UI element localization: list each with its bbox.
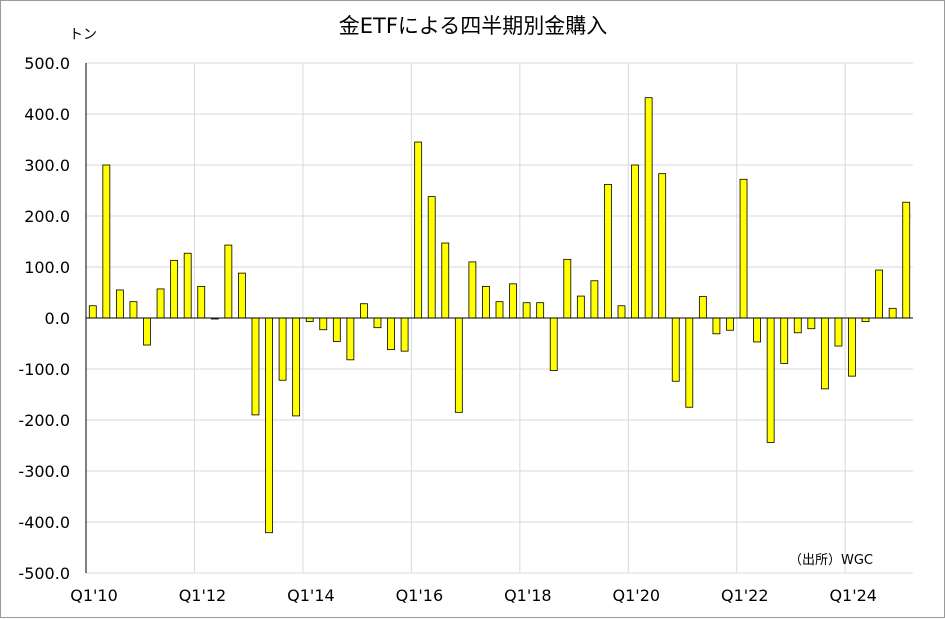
bar <box>441 242 450 319</box>
y-unit-label: トン <box>69 27 97 43</box>
bar <box>346 317 355 361</box>
bar <box>807 317 816 330</box>
bar <box>698 296 707 319</box>
bar <box>129 301 138 319</box>
bar <box>793 317 802 334</box>
bar <box>604 183 612 319</box>
bar <box>848 317 856 377</box>
bar <box>712 317 721 335</box>
x-tick-label: Q1'24 <box>829 586 877 605</box>
bar <box>753 317 761 343</box>
x-tick-label: Q1'18 <box>504 586 552 605</box>
bar <box>292 317 301 417</box>
bar <box>251 317 260 416</box>
y-tick-label: -500.0 <box>18 564 70 583</box>
bar <box>170 259 179 319</box>
bar <box>305 317 314 322</box>
bar <box>644 97 653 319</box>
bar <box>902 201 911 319</box>
bar <box>183 252 192 319</box>
y-tick-label: 500.0 <box>24 54 70 73</box>
y-tick-label: -100.0 <box>18 360 70 379</box>
bar <box>278 317 287 381</box>
y-tick-label: 400.0 <box>24 105 70 124</box>
bar <box>820 317 829 390</box>
bar <box>387 317 395 351</box>
bar <box>726 317 734 331</box>
bar <box>861 317 870 322</box>
y-tick-label: 300.0 <box>24 156 70 175</box>
bar <box>373 317 382 329</box>
bar <box>468 261 477 319</box>
bar <box>414 141 423 319</box>
bar <box>576 295 585 319</box>
bar <box>482 285 490 319</box>
bar <box>739 178 748 319</box>
x-tick-label: Q1'16 <box>396 586 444 605</box>
bar <box>617 305 626 319</box>
bar <box>197 285 206 319</box>
y-tick-label: 100.0 <box>24 258 70 277</box>
x-tick-label: Q1'10 <box>70 586 118 605</box>
bar <box>834 317 843 347</box>
bar <box>590 280 599 319</box>
bar <box>319 317 328 331</box>
bar <box>685 317 694 408</box>
bar <box>671 317 680 382</box>
bar <box>495 301 504 319</box>
bar <box>631 164 639 319</box>
bar <box>115 289 124 319</box>
bar <box>888 307 897 319</box>
y-tick-label: -200.0 <box>18 411 70 430</box>
bar <box>143 317 151 346</box>
x-tick-label: Q1'22 <box>721 586 769 605</box>
bar <box>360 303 368 319</box>
bar <box>427 196 436 319</box>
x-tick-label: Q1'14 <box>287 586 335 605</box>
bar <box>156 288 165 319</box>
x-tick-label: Q1'12 <box>179 586 227 605</box>
bar <box>88 305 97 319</box>
bar <box>522 302 531 319</box>
source-note: （出所）WGC <box>789 553 873 568</box>
y-tick-label: 0.0 <box>45 309 70 328</box>
x-axis-ticks: Q1'10 Q1'12 Q1'14 Q1'16 Q1'18 Q1'20 Q1'22 Q1'24 <box>70 586 877 605</box>
y-axis-ticks: 500.0 400.0 300.0 200.0 100.0 0.0 -100.0 -200.0… <box>18 54 70 583</box>
bar <box>658 173 667 319</box>
bar <box>549 317 558 371</box>
bar <box>509 283 517 319</box>
bar <box>102 164 111 319</box>
bar <box>563 258 572 319</box>
bar <box>332 317 341 342</box>
bar <box>454 317 463 413</box>
y-tick-label: -400.0 <box>18 513 70 532</box>
bar <box>224 244 233 319</box>
bar <box>536 302 545 319</box>
bar <box>766 317 775 443</box>
y-tick-label: 200.0 <box>24 207 70 226</box>
bar <box>238 272 246 319</box>
bar <box>780 317 789 364</box>
bars <box>88 97 911 534</box>
x-tick-label: Q1'20 <box>613 586 661 605</box>
y-tick-label: -300.0 <box>18 462 70 481</box>
bar <box>265 317 273 534</box>
chart-title: 金ETFによる四半期別金購入 <box>339 14 608 38</box>
bar <box>400 317 409 352</box>
bar <box>875 269 884 319</box>
